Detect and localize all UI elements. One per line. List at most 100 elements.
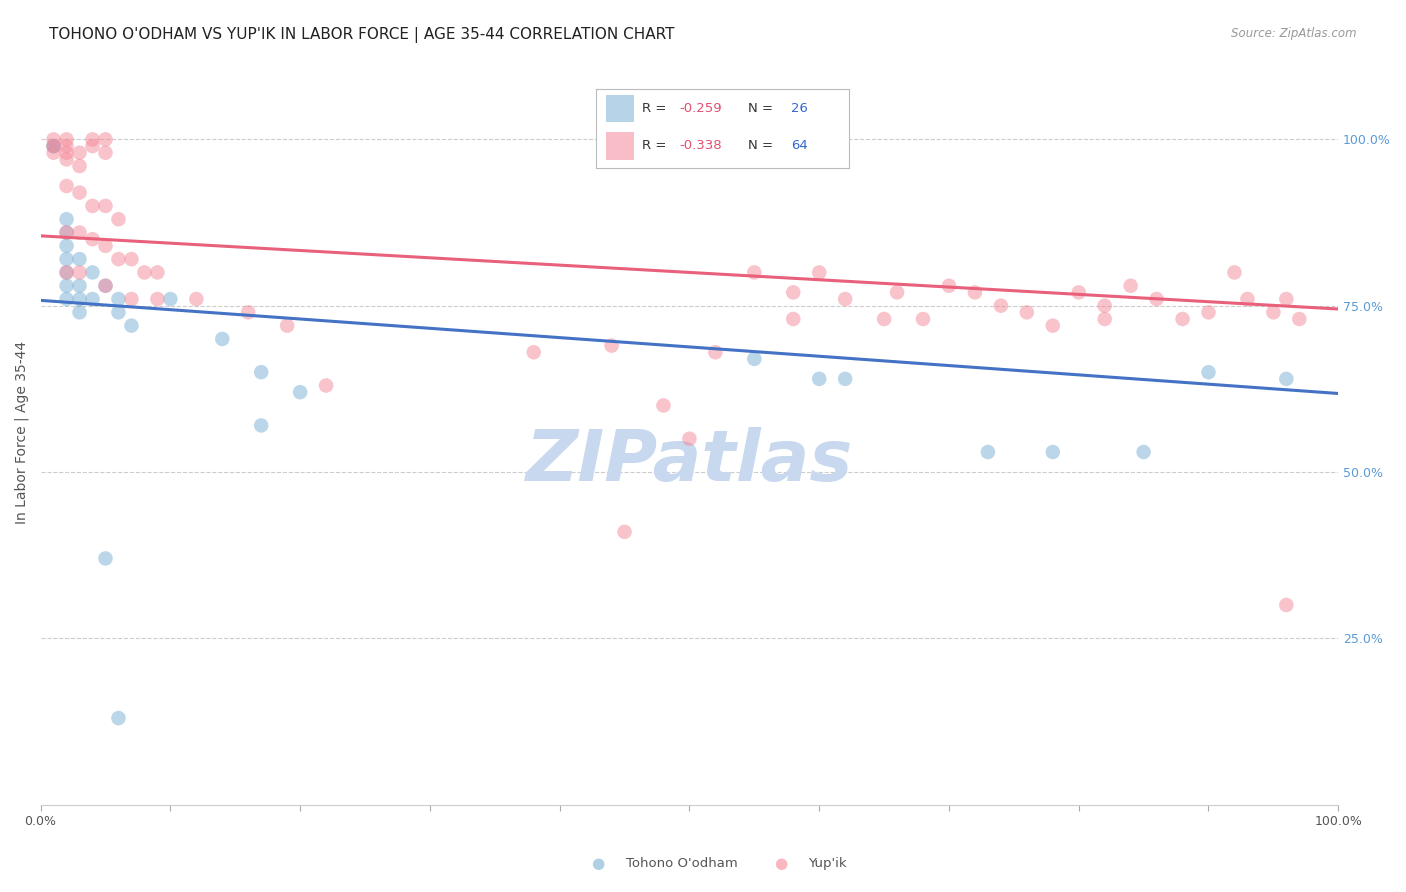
Text: Tohono O'odham: Tohono O'odham: [626, 857, 737, 870]
Y-axis label: In Labor Force | Age 35-44: In Labor Force | Age 35-44: [15, 341, 30, 524]
Point: [69, 186, 91, 200]
Point: [238, 305, 260, 319]
Point: [288, 385, 311, 400]
Point: [744, 351, 766, 366]
Point: [1223, 265, 1246, 279]
Point: [1171, 312, 1194, 326]
Text: Source: ZipAtlas.com: Source: ZipAtlas.com: [1232, 27, 1357, 40]
Point: [107, 212, 129, 227]
Point: [1132, 445, 1154, 459]
Point: [69, 292, 91, 306]
Point: [94, 278, 117, 293]
Point: [808, 265, 831, 279]
Point: [55, 265, 77, 279]
Point: [911, 312, 934, 326]
Point: [146, 292, 169, 306]
Point: [1094, 312, 1116, 326]
Point: [523, 345, 546, 359]
Point: [315, 378, 337, 392]
Point: [834, 292, 856, 306]
Point: [1042, 445, 1064, 459]
Point: [69, 226, 91, 240]
Point: [82, 232, 104, 246]
Point: [120, 292, 142, 306]
Point: [42, 139, 65, 153]
Point: [186, 292, 208, 306]
Point: [94, 278, 117, 293]
Point: [55, 292, 77, 306]
Point: [990, 299, 1012, 313]
Point: [678, 432, 700, 446]
Point: [938, 278, 960, 293]
Point: [107, 252, 129, 267]
Point: [1275, 598, 1298, 612]
Point: [82, 292, 104, 306]
Point: [1263, 305, 1285, 319]
Point: [120, 318, 142, 333]
Point: [1067, 285, 1090, 300]
Point: [42, 132, 65, 146]
Point: [250, 418, 273, 433]
Point: [69, 145, 91, 160]
Point: [146, 265, 169, 279]
Point: [42, 139, 65, 153]
Point: [55, 153, 77, 167]
Point: [55, 226, 77, 240]
Point: [1236, 292, 1258, 306]
Point: [1288, 312, 1310, 326]
Point: [55, 252, 77, 267]
Point: [69, 159, 91, 173]
Point: [120, 252, 142, 267]
Point: [1119, 278, 1142, 293]
Point: [94, 132, 117, 146]
Point: [1275, 372, 1298, 386]
Text: ZIPatlas: ZIPatlas: [526, 427, 853, 496]
Point: [94, 145, 117, 160]
Point: [107, 292, 129, 306]
Point: [55, 265, 77, 279]
Text: ●: ●: [591, 856, 605, 871]
Point: [55, 145, 77, 160]
Point: [82, 199, 104, 213]
Point: [782, 312, 804, 326]
Point: [82, 139, 104, 153]
Point: [1198, 365, 1220, 379]
Point: [886, 285, 908, 300]
Point: [613, 524, 636, 539]
Point: [42, 139, 65, 153]
Point: [1146, 292, 1168, 306]
Point: [808, 372, 831, 386]
Point: [250, 365, 273, 379]
Point: [69, 252, 91, 267]
Point: [55, 212, 77, 227]
Point: [94, 239, 117, 253]
Text: Yup'ik: Yup'ik: [808, 857, 846, 870]
Point: [107, 711, 129, 725]
Point: [834, 372, 856, 386]
Point: [1275, 292, 1298, 306]
Point: [600, 338, 623, 352]
Point: [963, 285, 986, 300]
Point: [652, 399, 675, 413]
Point: [744, 265, 766, 279]
Point: [69, 265, 91, 279]
Point: [55, 226, 77, 240]
Point: [55, 139, 77, 153]
Point: [55, 278, 77, 293]
Point: [82, 132, 104, 146]
Point: [55, 239, 77, 253]
Point: [159, 292, 181, 306]
Point: [107, 305, 129, 319]
Point: [55, 132, 77, 146]
Point: [211, 332, 233, 346]
Point: [42, 145, 65, 160]
Point: [977, 445, 1000, 459]
Point: [1198, 305, 1220, 319]
Point: [704, 345, 727, 359]
Point: [55, 178, 77, 193]
Point: [94, 551, 117, 566]
Point: [782, 285, 804, 300]
Point: [873, 312, 896, 326]
Point: [134, 265, 156, 279]
Point: [1094, 299, 1116, 313]
